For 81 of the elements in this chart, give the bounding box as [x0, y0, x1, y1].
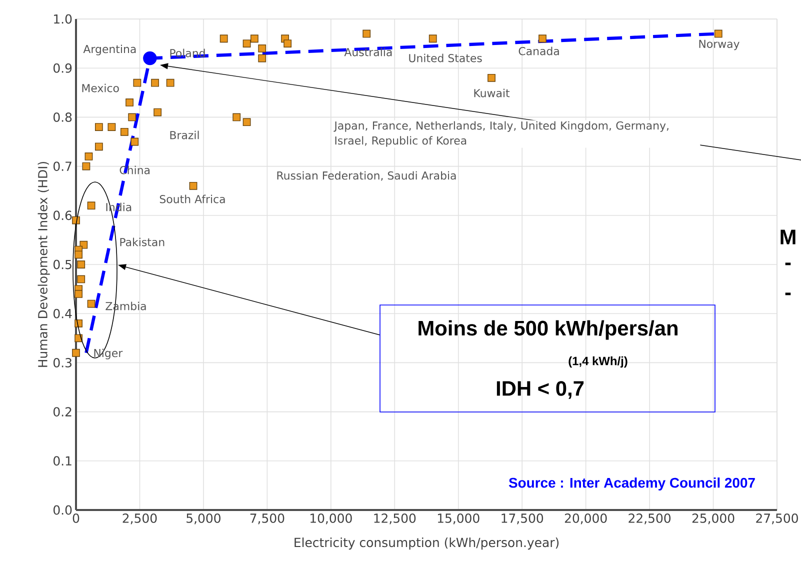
- point: [488, 74, 496, 82]
- text: -: [785, 292, 791, 296]
- annotation: South Africa: [160, 194, 225, 204]
- point: [242, 118, 251, 126]
- point: [77, 275, 86, 284]
- annotation: Kuwait: [474, 88, 510, 98]
- point: [74, 290, 82, 298]
- y-tick-label: 0.3: [54, 358, 72, 368]
- point: [154, 108, 162, 116]
- point: [284, 40, 292, 48]
- point: [242, 40, 251, 48]
- y-tick-label: 0.5: [54, 260, 72, 270]
- point: [428, 34, 437, 43]
- point: [189, 182, 198, 190]
- point: [130, 138, 139, 146]
- annotation: Source : Inter Academy Council 2007: [508, 477, 755, 490]
- x-tick-label: 7,500: [250, 514, 284, 524]
- annotation: Moins de 500 kWh/pers/an: [418, 320, 678, 340]
- x-tick-label: 12,500: [374, 514, 416, 524]
- point: [84, 152, 93, 160]
- point: [538, 34, 546, 43]
- x-tick-label: 0: [72, 514, 80, 523]
- point: [166, 78, 174, 87]
- point: [250, 34, 258, 43]
- y-tick-label: 0.2: [54, 407, 72, 417]
- point: [128, 113, 136, 122]
- annotation: Norway: [699, 40, 740, 50]
- point: [87, 300, 96, 308]
- annotation: Japan, France, Netherlands, Italy, United Kingdom, Germany, Israel, Republic of Korea: [334, 121, 668, 147]
- y-tick-label: 0.1: [54, 456, 72, 466]
- annotation: Poland: [170, 48, 205, 58]
- point: [87, 202, 96, 210]
- point: [362, 30, 371, 38]
- y-tick-label: 1.0: [54, 14, 72, 24]
- y-tick-label: 0.0: [54, 505, 72, 515]
- point: [74, 250, 82, 259]
- point: [120, 128, 128, 136]
- y-tick-label: 0.6: [54, 210, 72, 220]
- y-axis-title: Human Development Index (HDI): [38, 162, 50, 367]
- y-tick-label: 0.7: [54, 162, 72, 171]
- x-tick-label: 15,000: [438, 514, 480, 524]
- point: [94, 123, 103, 131]
- annotation: Argentina: [83, 44, 136, 56]
- annotation: United States: [409, 54, 482, 62]
- point: [133, 78, 142, 87]
- annotation: Canada: [518, 46, 559, 56]
- x-tick-label: 10,000: [310, 514, 352, 524]
- annotation: Australia: [344, 48, 392, 56]
- point: [151, 78, 159, 87]
- text: M: [780, 230, 796, 244]
- point: [126, 98, 134, 106]
- point: [108, 123, 116, 131]
- annotation: Brazil: [170, 130, 199, 140]
- y-tick-label: 0.8: [54, 112, 72, 122]
- annotation: IDH < 0,7: [496, 381, 584, 399]
- x-tick-label: 20,000: [564, 514, 607, 524]
- point: [82, 162, 90, 170]
- point: [74, 334, 82, 342]
- x-tick-label: 5,000: [186, 514, 220, 524]
- point: [220, 34, 228, 43]
- x-tick-label: 2,500: [122, 514, 157, 524]
- text: -: [785, 262, 791, 266]
- point: [72, 348, 80, 357]
- point: [232, 113, 241, 122]
- x-tick-label: 22,500: [628, 514, 670, 524]
- x-tick-label: 17,500: [502, 514, 544, 524]
- x-tick-label: 27,500: [756, 514, 798, 524]
- x-axis-title: Electricity consumption (kWh/person.year): [294, 538, 559, 550]
- point: [258, 44, 266, 52]
- point: [258, 54, 266, 62]
- x-tick-label: 25,000: [692, 514, 734, 524]
- point: [94, 142, 103, 151]
- annotation: (1,4 kWh/j): [568, 356, 628, 368]
- point: [714, 30, 722, 38]
- point: [143, 51, 157, 66]
- y-tick-label: 0.4: [54, 308, 72, 318]
- y-tick-label: 0.9: [54, 63, 72, 73]
- annotation: Pakistan: [120, 238, 164, 246]
- annotation: Russian Federation, Saudi Arabia: [277, 171, 456, 181]
- point: [77, 260, 86, 268]
- annotation: Mexico: [82, 84, 119, 92]
